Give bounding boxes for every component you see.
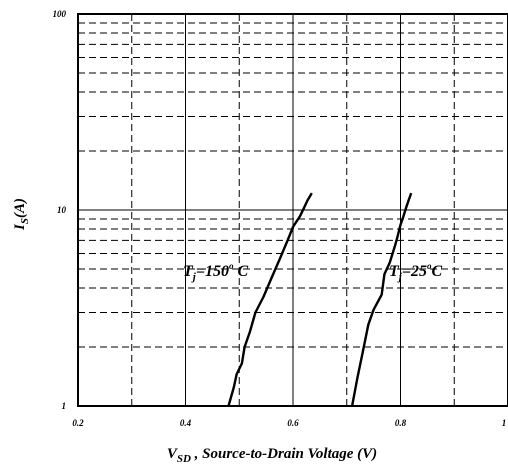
x-axis-label: VSD , Source-to-Drain Voltage (V) <box>167 446 377 465</box>
series-line-2 <box>352 193 411 406</box>
y-tick-label: 1 <box>62 401 67 411</box>
x-tick-label: 1 <box>502 418 507 428</box>
x-tick-label: 0.4 <box>180 418 192 428</box>
y-tick-labels: 1 10 100 <box>53 9 67 411</box>
x-tick-label: 0.2 <box>72 418 84 428</box>
annotation-tj-150: Tj=150o C <box>183 261 248 283</box>
series-line-1 <box>229 193 312 406</box>
annotation-tj-25: Tj=25oC <box>389 261 442 283</box>
x-tick-labels: 0.2 0.4 0.6 0.8 1 <box>72 418 506 428</box>
grid <box>78 14 508 406</box>
y-tick-label: 100 <box>53 9 67 19</box>
x-tick-label: 0.8 <box>395 418 407 428</box>
x-tick-label: 0.6 <box>287 418 299 428</box>
y-axis-label: IS(A) <box>12 198 31 231</box>
series-group <box>229 193 412 406</box>
y-tick-label: 10 <box>57 205 67 215</box>
